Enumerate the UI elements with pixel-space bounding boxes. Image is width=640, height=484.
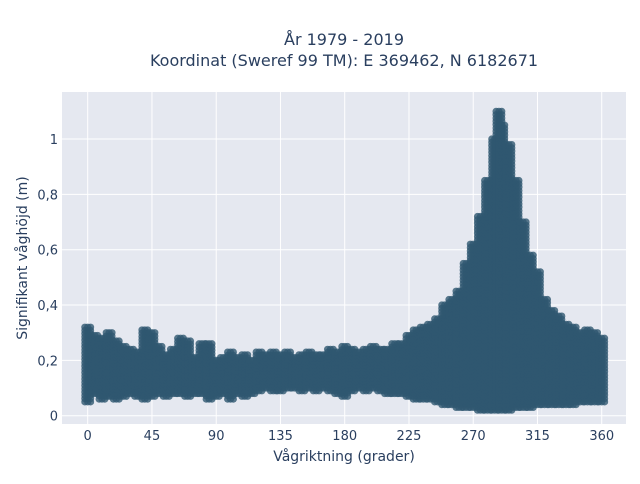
data-point: [522, 218, 529, 225]
data-point: [151, 329, 158, 336]
data-point: [187, 337, 194, 344]
data-point: [501, 122, 508, 129]
data-point: [508, 141, 515, 148]
data-point: [537, 268, 544, 275]
data-point: [108, 329, 115, 336]
data-point: [498, 108, 505, 115]
data-point: [530, 252, 537, 259]
data-point: [158, 343, 165, 350]
data-point: [208, 340, 215, 347]
data-point: [87, 324, 94, 331]
data-point: [515, 177, 522, 184]
